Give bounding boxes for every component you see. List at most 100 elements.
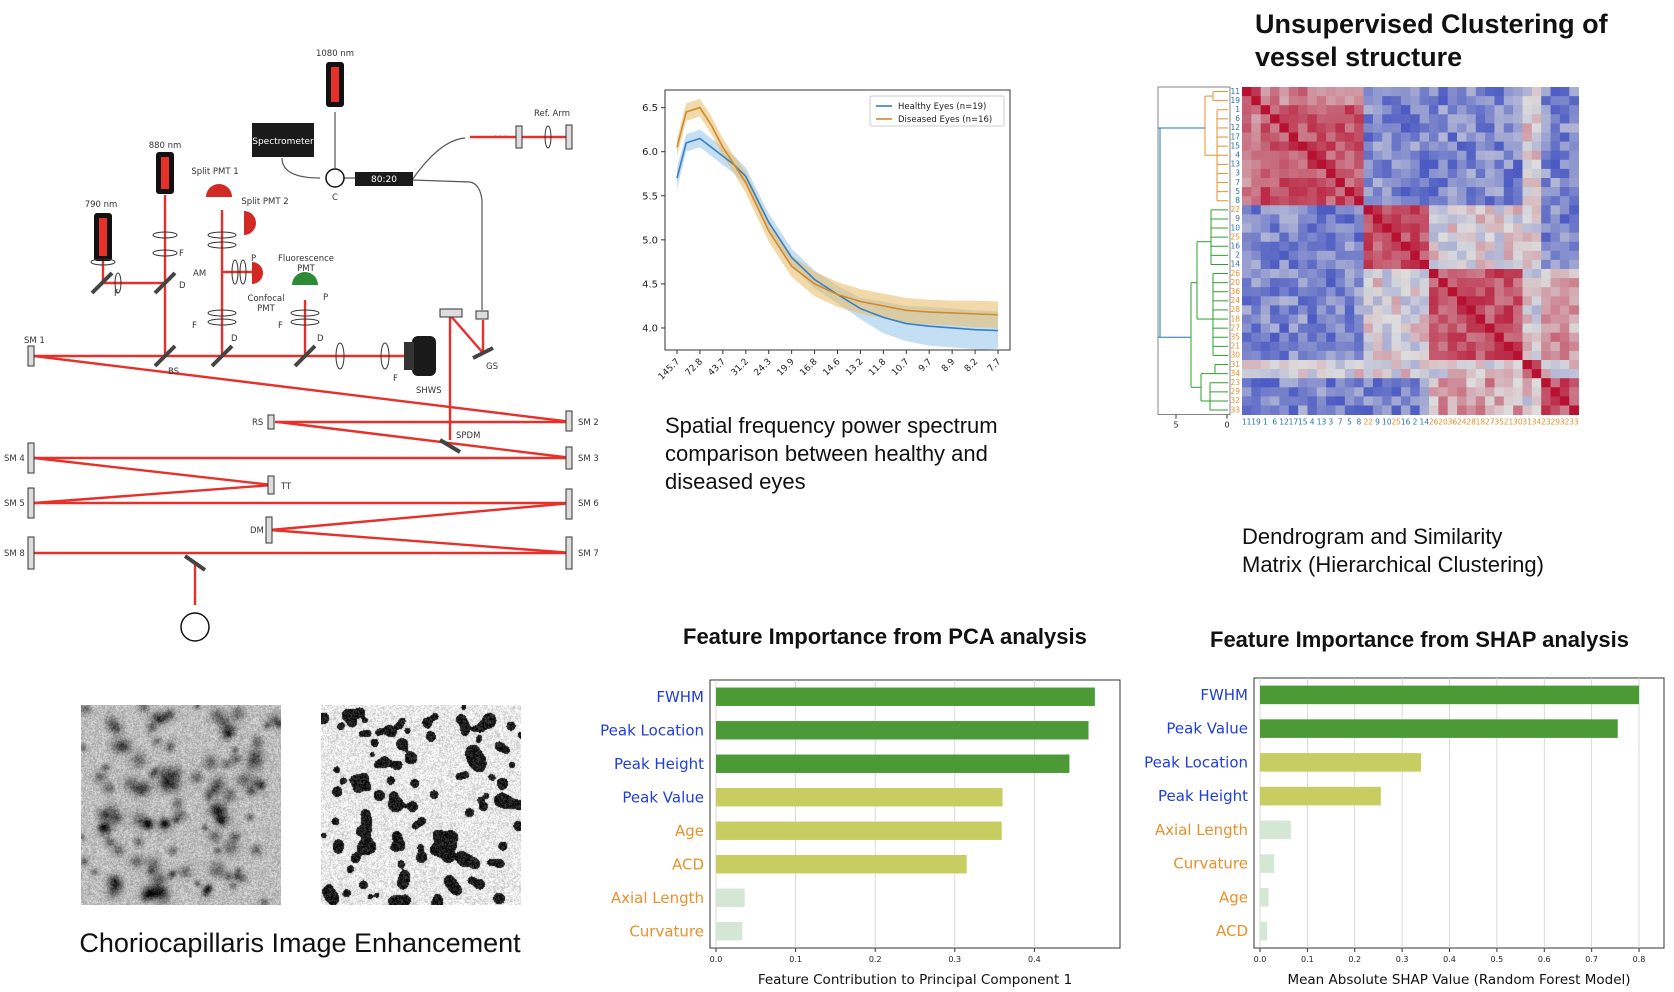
heatmap-cell xyxy=(1522,259,1533,270)
heatmap-cell xyxy=(1251,314,1262,324)
heatmap-cell xyxy=(1344,350,1355,361)
heatmap-cell xyxy=(1354,141,1364,152)
heatmap-cell xyxy=(1344,232,1355,243)
heatmap-cell xyxy=(1391,296,1402,306)
dendrogram-caption: Dendrogram and Similarity Matrix (Hierar… xyxy=(1242,523,1652,579)
heatmap-cell xyxy=(1531,387,1542,397)
heatmap-cell xyxy=(1242,259,1252,270)
heatmap-cell xyxy=(1475,141,1486,152)
heatmap-cell xyxy=(1363,178,1374,188)
heatmap-cell xyxy=(1279,223,1290,233)
heatmap-cell xyxy=(1569,205,1579,215)
heatmap-cell xyxy=(1466,278,1477,288)
heatmap-cell xyxy=(1569,332,1579,343)
heatmap-cell xyxy=(1260,232,1271,243)
heatmap-cell xyxy=(1382,387,1392,397)
heatmap-cell xyxy=(1251,296,1262,306)
heatmap-cell xyxy=(1429,114,1439,124)
heatmap-cell xyxy=(1363,278,1374,288)
heatmap-cell xyxy=(1550,378,1561,388)
heatmap-cell xyxy=(1298,205,1308,215)
heatmap-cell xyxy=(1541,296,1551,306)
heatmap-cell xyxy=(1382,123,1392,133)
heatmap-cell xyxy=(1569,360,1579,370)
heatmap-cell xyxy=(1335,214,1346,224)
heatmap-cell xyxy=(1513,378,1523,388)
heatmap-cell xyxy=(1251,332,1262,343)
heatmap-cell xyxy=(1485,314,1495,324)
heatmap-cell xyxy=(1457,105,1467,115)
heatmap-col-label: 3 xyxy=(1328,418,1333,427)
heatmap-cell xyxy=(1522,305,1533,315)
heatmap-cell xyxy=(1298,350,1308,361)
heatmap-cell xyxy=(1260,259,1271,270)
heatmap-cell xyxy=(1457,259,1467,270)
heatmap-cell xyxy=(1410,323,1421,334)
heatmap-cell xyxy=(1307,168,1318,179)
heatmap-cell xyxy=(1335,123,1346,133)
label-confocal-pmt: PMT xyxy=(257,304,275,314)
heatmap-cell xyxy=(1307,396,1318,406)
heatmap-row-label: 36 xyxy=(1230,287,1240,296)
heatmap-cell xyxy=(1485,187,1495,197)
heatmap-cell xyxy=(1363,214,1374,224)
heatmap-cell xyxy=(1569,296,1579,306)
heatmap-cell xyxy=(1354,269,1364,279)
heatmap-cell xyxy=(1419,269,1430,279)
heatmap-cell xyxy=(1242,123,1252,133)
heatmap-cell xyxy=(1457,323,1467,334)
heatmap-cell xyxy=(1569,114,1579,124)
heatmap-cell xyxy=(1410,269,1421,279)
heatmap-cell xyxy=(1466,259,1477,270)
heatmap-cell xyxy=(1260,269,1271,279)
heatmap-cell xyxy=(1326,87,1336,97)
heatmap-cell xyxy=(1242,314,1252,324)
heatmap-cell xyxy=(1316,278,1327,288)
heatmap-cell xyxy=(1475,369,1486,379)
heatmap-cell xyxy=(1288,123,1299,133)
heatmap-cell xyxy=(1279,250,1290,261)
heatmap-row-label: 8 xyxy=(1235,196,1240,205)
heatmap-cell xyxy=(1270,332,1280,343)
heatmap-cell xyxy=(1410,305,1421,315)
heatmap-cell xyxy=(1457,132,1467,142)
heatmap-cell xyxy=(1260,105,1271,115)
heatmap-cell xyxy=(1279,369,1290,379)
heatmap-cell xyxy=(1288,269,1299,279)
heatmap-cell xyxy=(1335,141,1346,152)
heatmap-cell xyxy=(1400,360,1411,370)
heatmap-cell xyxy=(1260,387,1271,397)
heatmap-cell xyxy=(1251,196,1262,206)
spectrum-ytick-label: 5.5 xyxy=(642,191,658,202)
heatmap-cell xyxy=(1531,314,1542,324)
label-p-2: P xyxy=(323,293,328,303)
heatmap-cell xyxy=(1242,96,1252,106)
heatmap-cell xyxy=(1372,250,1383,261)
heatmap-cell xyxy=(1447,132,1458,142)
heatmap-cell xyxy=(1429,250,1439,261)
heatmap-row-label: 16 xyxy=(1230,242,1240,251)
heatmap-cell xyxy=(1466,314,1477,324)
heatmap-cell xyxy=(1326,369,1336,379)
heatmap-col-label: 22 xyxy=(1363,418,1373,427)
heatmap-cell xyxy=(1382,269,1392,279)
heatmap-cell xyxy=(1298,278,1308,288)
heatmap-cell xyxy=(1485,259,1495,270)
heatmap-cell xyxy=(1279,341,1290,352)
heatmap-cell xyxy=(1326,259,1336,270)
heatmap-cell xyxy=(1475,132,1486,142)
heatmap-cell xyxy=(1270,214,1280,224)
heatmap-cell xyxy=(1513,214,1523,224)
heatmap-cell xyxy=(1335,96,1346,106)
heatmap-cell xyxy=(1307,287,1318,297)
heatmap-cell xyxy=(1419,396,1430,406)
heatmap-col-label: 32 xyxy=(1560,418,1570,427)
heatmap-cell xyxy=(1270,168,1280,179)
heatmap-cell xyxy=(1531,168,1542,179)
heatmap-cell xyxy=(1242,350,1252,361)
heatmap-cell xyxy=(1316,232,1327,243)
heatmap-cell xyxy=(1242,87,1252,97)
heatmap-cell xyxy=(1447,96,1458,106)
heatmap-cell xyxy=(1400,287,1411,297)
heatmap-cell xyxy=(1335,387,1346,397)
